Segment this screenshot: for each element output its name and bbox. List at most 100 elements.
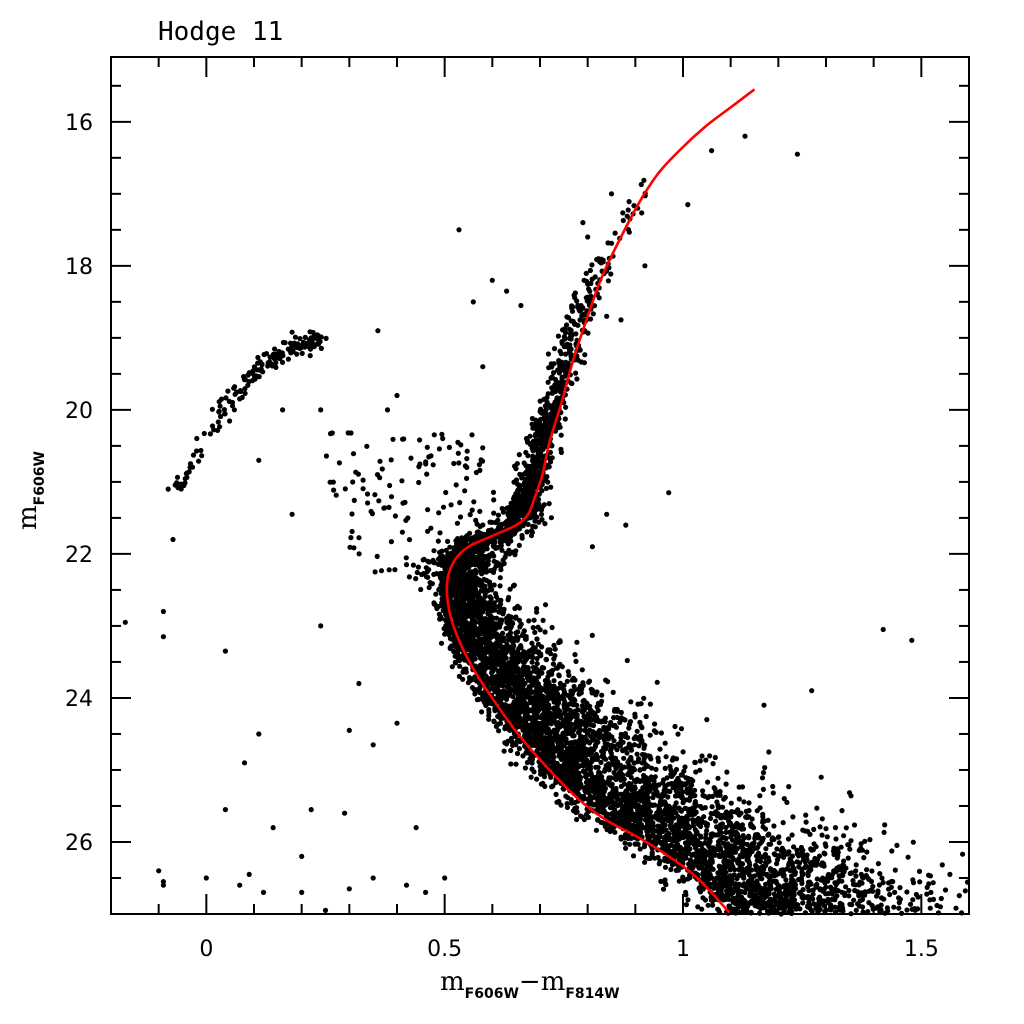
star-point	[864, 867, 870, 873]
star-point	[791, 897, 798, 903]
star-point	[953, 905, 959, 911]
star-point	[523, 734, 529, 740]
star-point	[738, 860, 744, 866]
star-point	[756, 834, 762, 840]
star-point	[927, 873, 934, 879]
star-point	[786, 900, 792, 906]
star-point	[512, 615, 519, 621]
star-point	[896, 900, 902, 906]
star-point	[596, 730, 602, 737]
star-point	[542, 678, 549, 684]
star-point	[767, 882, 774, 888]
star-point	[886, 880, 892, 886]
star-point	[525, 694, 531, 700]
star-point	[656, 861, 662, 867]
star-point	[826, 875, 832, 881]
star-point	[629, 827, 636, 833]
star-point	[699, 753, 705, 759]
star-point	[889, 848, 895, 854]
star-point	[552, 646, 558, 652]
star-point	[724, 769, 730, 775]
star-point	[807, 905, 813, 911]
star-point	[541, 771, 547, 777]
star-point	[518, 695, 524, 701]
star-point	[668, 819, 674, 825]
star-point	[587, 761, 593, 767]
star-point	[553, 665, 559, 671]
star-point	[595, 739, 601, 745]
star-point	[502, 740, 508, 746]
star-point	[564, 762, 570, 768]
star-point	[859, 904, 866, 910]
star-point	[624, 750, 630, 756]
star-point	[588, 722, 595, 728]
star-point	[471, 574, 477, 580]
star-point	[810, 891, 816, 897]
star-point	[684, 790, 691, 796]
star-point	[438, 640, 445, 646]
star-point	[664, 856, 670, 862]
star-point	[849, 870, 855, 876]
star-point	[719, 821, 726, 827]
star-point	[806, 868, 813, 874]
star-point	[641, 756, 647, 762]
star-point	[728, 800, 734, 806]
star-point	[683, 781, 689, 788]
star-point	[508, 747, 514, 754]
star-point	[602, 744, 608, 750]
star-point	[839, 878, 845, 884]
star-point	[751, 896, 757, 903]
star-point	[543, 724, 550, 731]
star-point	[480, 693, 486, 699]
star-point	[811, 901, 817, 907]
star-point	[822, 880, 828, 886]
star-point	[482, 636, 488, 642]
star-point	[518, 645, 524, 651]
star-point	[881, 896, 887, 902]
star-point	[915, 906, 921, 912]
star-point	[549, 671, 555, 677]
star-point	[845, 855, 851, 861]
star-point	[882, 822, 888, 828]
star-point	[656, 782, 662, 788]
star-point	[575, 686, 582, 692]
star-point	[732, 849, 738, 855]
star-point	[688, 864, 694, 870]
star-point	[723, 824, 729, 831]
star-point	[823, 826, 829, 832]
star-point	[678, 772, 685, 778]
star-point	[573, 658, 579, 665]
star-point	[740, 897, 747, 904]
star-point	[662, 765, 668, 772]
star-point	[739, 822, 746, 828]
star-point	[626, 725, 632, 731]
star-point	[783, 877, 789, 883]
star-point	[845, 842, 851, 848]
star-point	[846, 893, 852, 899]
star-point	[472, 619, 479, 626]
star-point	[554, 686, 560, 692]
star-point	[739, 784, 746, 790]
star-point	[924, 891, 930, 897]
star-point	[741, 799, 747, 805]
star-point	[771, 898, 777, 904]
star-point	[524, 529, 530, 535]
star-point	[894, 842, 900, 849]
star-point	[674, 826, 680, 833]
star-point	[436, 611, 442, 617]
star-point	[622, 731, 629, 737]
star-point	[486, 716, 492, 722]
star-point	[471, 676, 477, 682]
star-point	[856, 882, 862, 888]
star-point	[488, 568, 494, 574]
star-point	[824, 834, 830, 840]
star-point	[564, 804, 571, 811]
star-point	[746, 808, 752, 814]
star-point	[545, 647, 551, 653]
star-point	[642, 859, 648, 865]
star-point	[557, 745, 563, 751]
star-point	[731, 906, 737, 912]
star-point	[682, 764, 688, 770]
star-point	[612, 829, 618, 835]
star-point	[962, 888, 968, 894]
